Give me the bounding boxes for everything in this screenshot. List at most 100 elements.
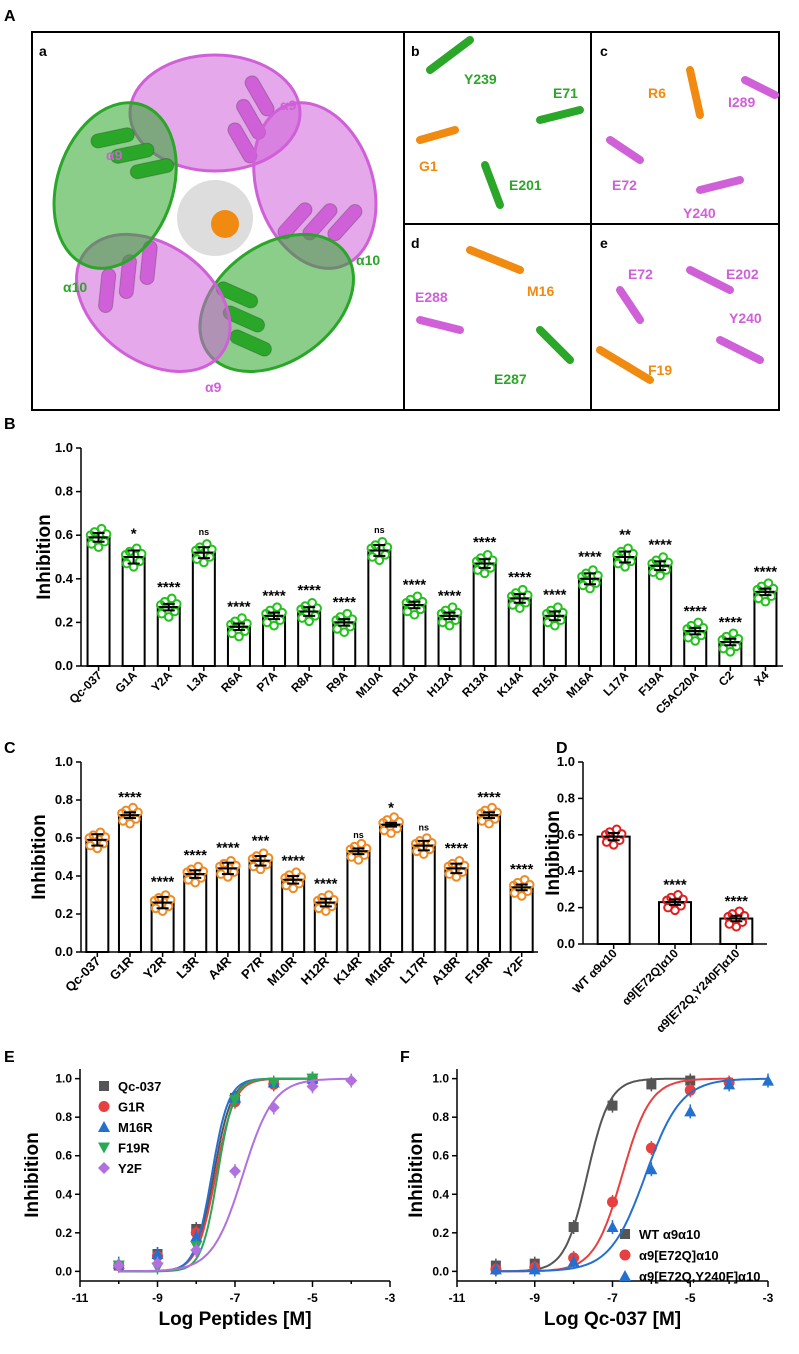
y-tick-label: 1.0 [557, 754, 575, 769]
data-marker [98, 1101, 110, 1112]
data-point [655, 570, 665, 581]
legend-label: M16R [118, 1120, 153, 1135]
x-category-label: M16R [362, 953, 398, 989]
bar [402, 603, 427, 668]
data-point [760, 596, 771, 607]
data-point [412, 591, 423, 602]
data-point [600, 830, 611, 840]
significance-label: **** [297, 582, 321, 599]
residue-label: Y240 [729, 310, 762, 326]
x-category-label: R11A [389, 668, 420, 699]
significance-label: **** [216, 839, 240, 856]
data-point [304, 616, 314, 627]
x-category-label: H12R [298, 953, 333, 988]
y-tick-label: 0.6 [55, 1149, 72, 1163]
bar [477, 814, 502, 953]
data-point [763, 578, 774, 588]
residue-stick [616, 286, 644, 324]
data-marker [645, 1163, 658, 1175]
y-tick-label: 1.0 [432, 1072, 449, 1086]
x-category-label: L3A [184, 668, 210, 694]
data-marker [606, 1221, 619, 1233]
data-point [339, 627, 350, 638]
significance-label: **** [543, 587, 567, 604]
significance-label: **** [151, 873, 175, 890]
x-category-label: R13A [459, 668, 491, 700]
x-category-label: M10R [264, 953, 300, 989]
y-tick-label: 0.2 [55, 614, 73, 629]
residue-stick [606, 136, 644, 164]
data-marker [620, 1229, 630, 1239]
significance-label: * [388, 799, 394, 816]
data-point [163, 612, 174, 622]
x-tick-label: -3 [763, 1291, 774, 1305]
data-marker [99, 1081, 109, 1091]
residue-stick [536, 326, 574, 364]
bar [596, 835, 631, 945]
data-point [389, 812, 399, 822]
data-point [215, 861, 225, 872]
data-point [682, 624, 693, 634]
significance-label: **** [719, 614, 743, 631]
y-axis-title: Inhibition [22, 1132, 43, 1217]
binding-site-closeups [416, 36, 779, 384]
subunit-label: α10 [63, 279, 87, 295]
x-tick-label: -5 [685, 1291, 696, 1305]
residue-stick [466, 246, 524, 274]
data-marker [684, 1105, 697, 1117]
residue-label: M16 [527, 283, 554, 299]
data-marker [306, 1073, 319, 1085]
data-point [307, 597, 317, 608]
subpanel-letter-c: c [600, 43, 608, 59]
significance-label: **** [473, 534, 497, 551]
panel-label-b: B [4, 416, 16, 433]
significance-label: **** [663, 876, 687, 893]
data-point [717, 635, 728, 645]
x-category-label: Y2A [148, 668, 175, 695]
bar [411, 844, 436, 953]
significance-label: **** [477, 789, 501, 806]
bar [613, 556, 638, 667]
data-marker [151, 1248, 164, 1260]
y-tick-label: 0.0 [55, 944, 73, 959]
significance-label: ns [374, 525, 385, 535]
significance-label: ns [418, 822, 429, 832]
x-tick-label: -11 [72, 1291, 89, 1305]
data-point [550, 620, 560, 631]
residue-stick [481, 161, 504, 209]
y-tick-label: 0.8 [432, 1110, 449, 1124]
y-tick-label: 0.0 [557, 936, 575, 951]
significance-label: **** [445, 840, 469, 857]
y-tick-label: 0.0 [432, 1264, 449, 1278]
y-tick-label: 0.6 [432, 1149, 449, 1163]
data-point [272, 602, 282, 612]
x-category-label: P7A [254, 668, 281, 695]
data-point [96, 523, 107, 534]
y-tick-label: 0.0 [55, 658, 73, 673]
panel-label-f: F [400, 1049, 410, 1066]
panel-label-d: D [556, 740, 568, 757]
x-category-label: Y2R [140, 953, 169, 982]
data-marker [619, 1270, 631, 1281]
x-category-label: M10A [353, 668, 386, 701]
subpanel-letter-e: e [600, 235, 608, 251]
y-tick-label: 0.8 [55, 1110, 72, 1124]
x-tick-label: -9 [152, 1291, 163, 1305]
structure-panel: a α9 α9 α10 α10 α9 b Y239 E71 G1 E201 c … [31, 31, 780, 411]
legend-label: WT α9α10 [639, 1227, 701, 1242]
bar [346, 850, 371, 953]
subpanel-letter-d: d [411, 235, 420, 251]
residue-stick [686, 66, 704, 119]
significance-label: **** [684, 603, 708, 620]
data-point [353, 855, 364, 865]
legend-label: Y2F [118, 1161, 142, 1176]
data-marker [98, 1162, 110, 1174]
y-tick-label: 0.0 [55, 1264, 72, 1278]
bar [472, 562, 497, 667]
data-point [482, 550, 493, 560]
x-category-label: R15A [529, 668, 561, 700]
y-tick-label: 0.2 [557, 900, 575, 915]
data-point [366, 543, 377, 554]
data-point [690, 636, 701, 646]
x-category-label: R9A [323, 668, 350, 695]
